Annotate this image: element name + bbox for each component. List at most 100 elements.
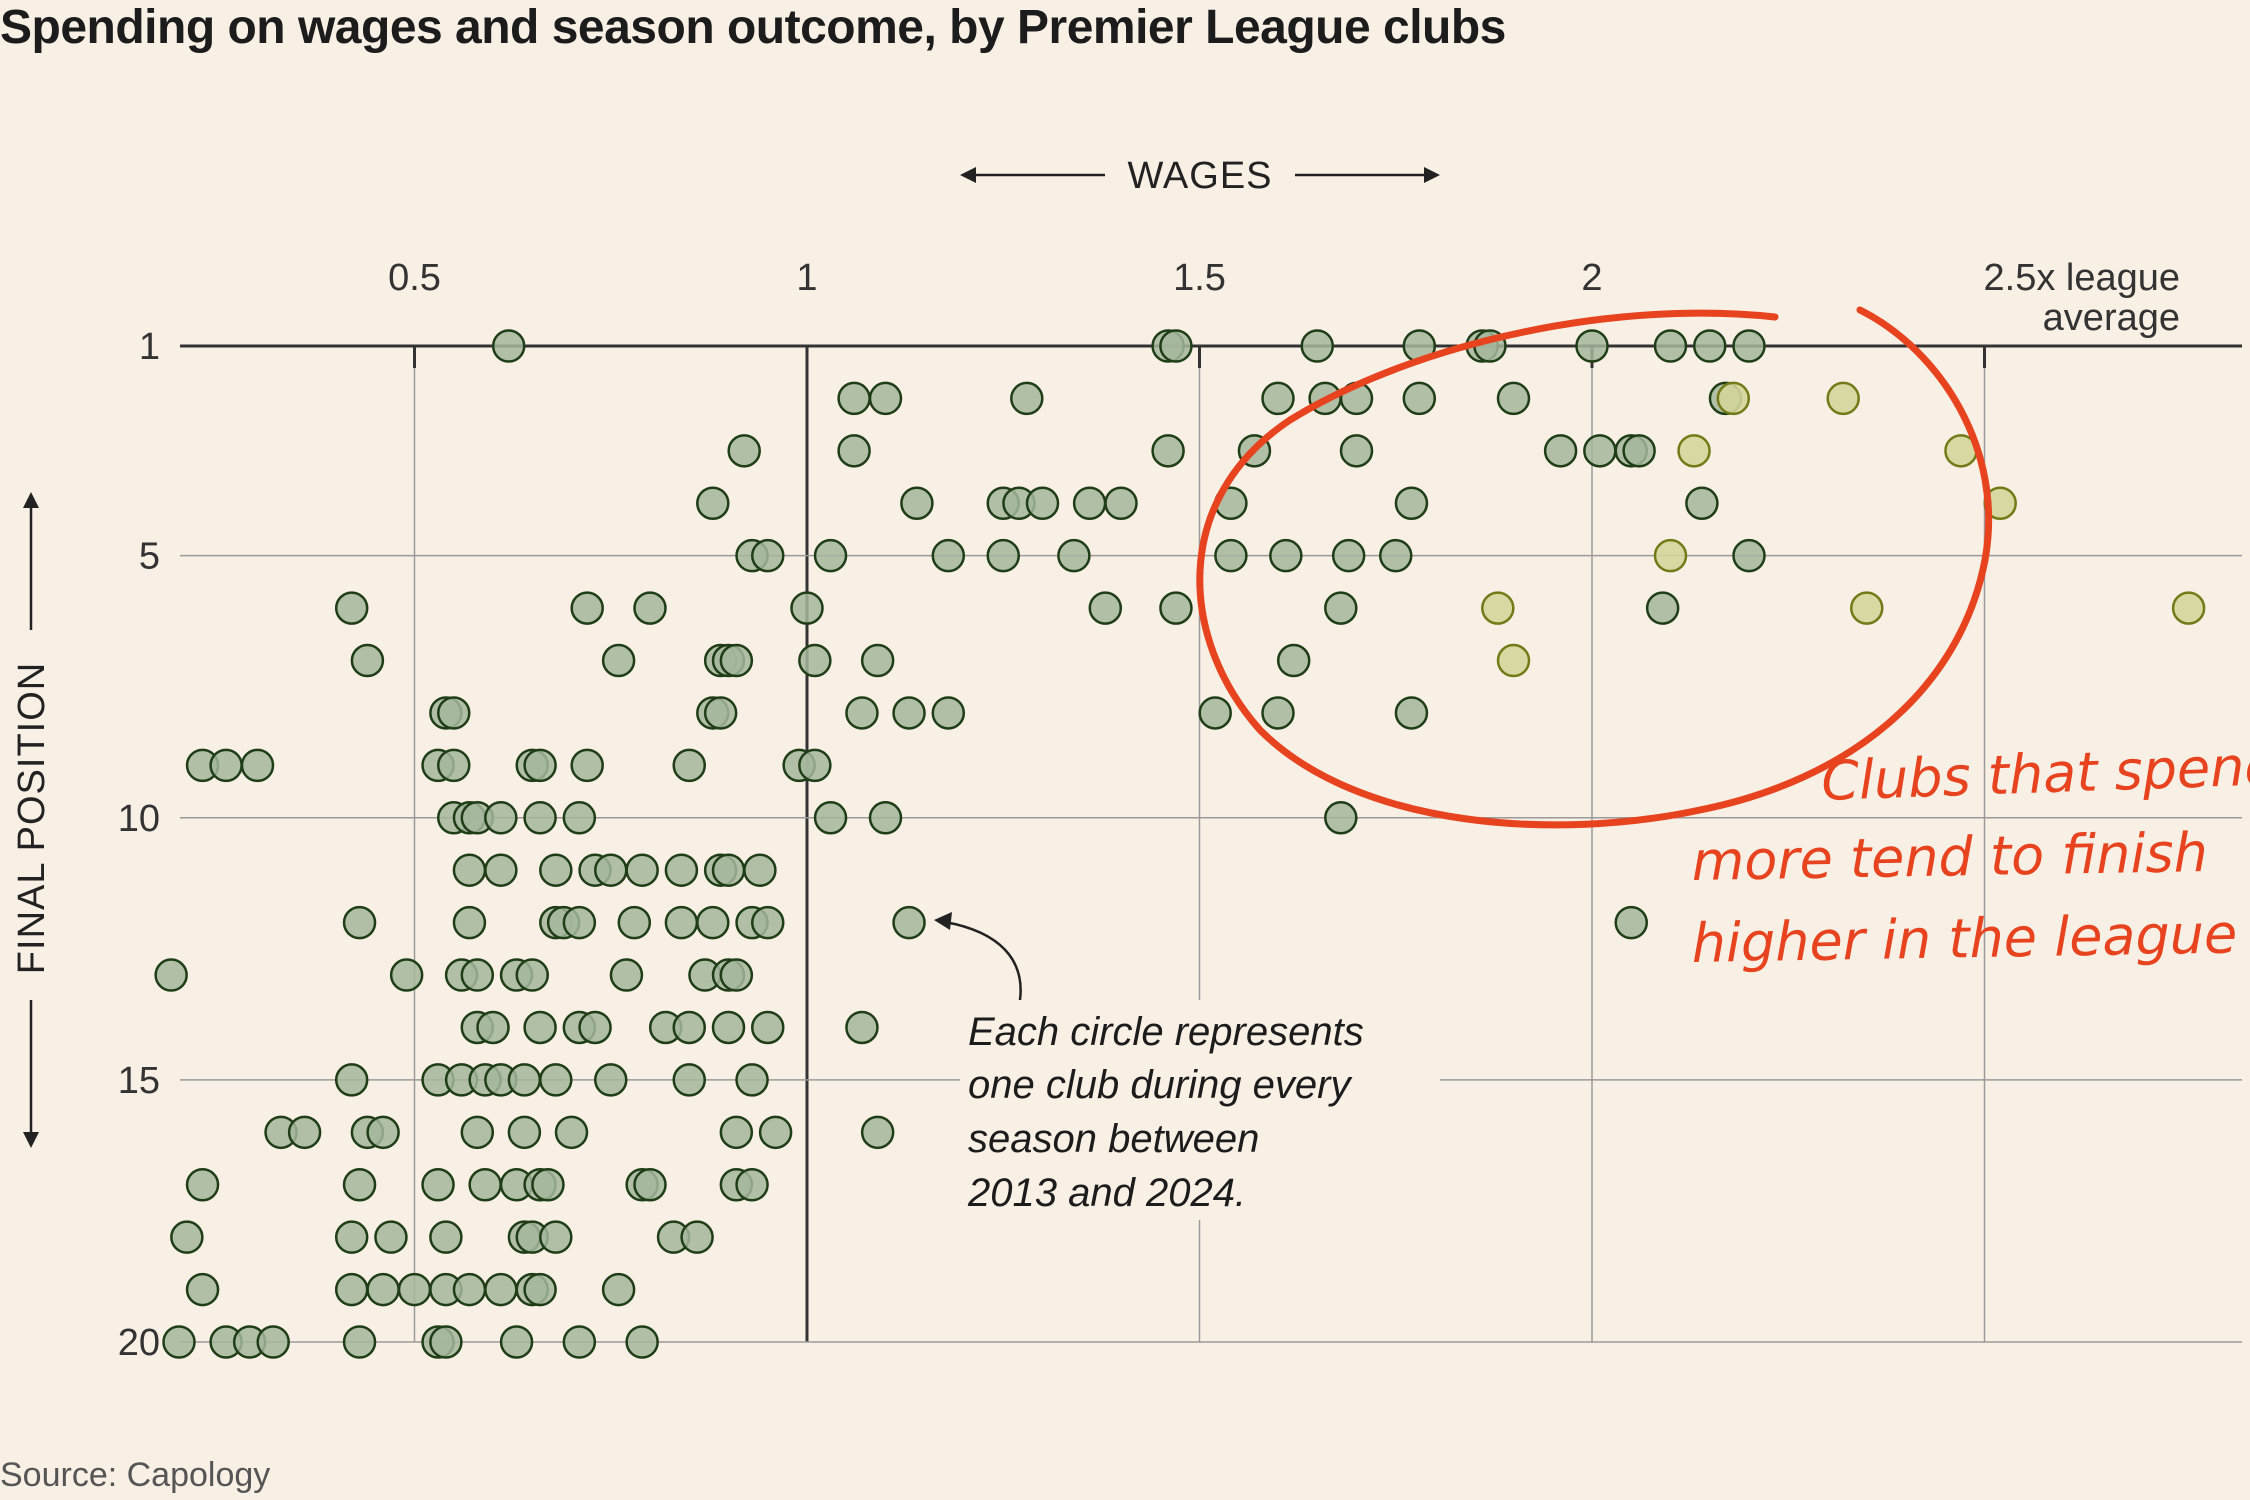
data-point [240,748,275,783]
data-point [617,905,652,940]
y-axis-title: FINAL POSITION [11,662,53,974]
data-point [1685,486,1719,521]
data-point [798,748,832,783]
data-point [1394,696,1429,730]
x-tick-label: 2.5x league [1984,257,2181,299]
data-point [845,696,879,730]
highlight-data-point [1677,434,1711,468]
y-tick-label: 5 [139,536,160,578]
data-point [476,1010,510,1045]
highlight-data-point [1826,381,1860,416]
x-axis-title-group: WAGES [960,155,1440,197]
data-point [342,905,377,940]
data-point [499,1325,534,1359]
data-point [735,1063,769,1097]
x-tick-label: average [2043,297,2180,339]
data-point [421,1167,455,1202]
data-point [672,1010,706,1045]
data-point [609,958,644,992]
data-point [1653,329,1688,363]
data-point [334,591,369,625]
data-point [350,643,385,678]
data-point [813,538,848,573]
y-tick-label: 1 [139,326,160,368]
y-tick-label: 10 [118,798,160,840]
data-point [374,1220,408,1254]
data-point [719,1115,754,1150]
data-point [1057,538,1091,573]
x-tick-label: 1 [796,257,817,299]
data-point [1088,591,1123,625]
highlight-note: Clubs that spend more tend to finish hig… [1691,734,2250,975]
data-point [570,591,604,625]
data-point [507,1063,542,1097]
data-point [1269,538,1303,573]
data-point [845,1010,879,1045]
data-point [209,748,243,783]
data-point [484,853,518,887]
data-point [334,1220,369,1254]
data-point [751,1010,785,1045]
data-point [625,1325,659,1359]
data-point [860,643,895,678]
data-point [162,1325,196,1359]
data-point [1402,381,1437,416]
data-point [594,853,628,887]
data-point [523,748,557,783]
data-point [562,1325,597,1359]
data-point [1693,329,1727,363]
chart-title: Spending on wages and season outcome, by… [0,1,1506,54]
data-point [256,1325,290,1359]
source-note: Source: Capology [0,1456,271,1494]
data-point [625,853,659,887]
data-point [1324,591,1358,625]
data-point [1339,434,1374,468]
data-point [680,1220,714,1254]
data-point [1324,801,1358,835]
data-point [790,591,824,625]
data-point [868,801,903,835]
data-point [751,538,785,573]
data-point [837,381,871,416]
data-point [751,905,785,940]
data-point [860,1115,895,1150]
data-point [554,1115,589,1150]
data-point [1575,329,1609,363]
data-point [1379,538,1413,573]
data-point [342,1167,377,1202]
data-point [1732,329,1766,363]
data-point [389,958,424,992]
data-point [696,486,730,521]
data-point [539,1063,573,1097]
data-point [711,853,746,887]
highlight-note-line-1: Clubs that spend [1820,734,2250,813]
data-point [931,696,966,730]
highlight-data-point [1653,538,1688,573]
data-point [672,1063,706,1097]
data-point [1198,696,1232,730]
data-point [735,1167,769,1202]
data-point [452,853,487,887]
data-point [1331,538,1366,573]
y-tick-label: 15 [118,1060,160,1102]
data-point [892,905,926,940]
data-point [931,538,966,573]
data-point [484,1272,518,1307]
data-point [798,643,832,678]
data-point [1025,486,1060,521]
data-point [515,958,549,992]
highlight-data-point [1481,591,1515,625]
annotation-line-4: 2013 and 2024. [967,1171,1246,1215]
data-point [397,1272,432,1307]
data-point [1261,696,1295,730]
data-point [758,1115,793,1150]
x-tick-label: 2 [1581,257,1602,299]
data-point [1261,381,1295,416]
data-point [437,696,471,730]
data-point [1010,381,1044,416]
data-point [1072,486,1107,521]
data-point [1151,434,1185,468]
data-point [429,1220,463,1254]
data-point [1732,538,1766,573]
